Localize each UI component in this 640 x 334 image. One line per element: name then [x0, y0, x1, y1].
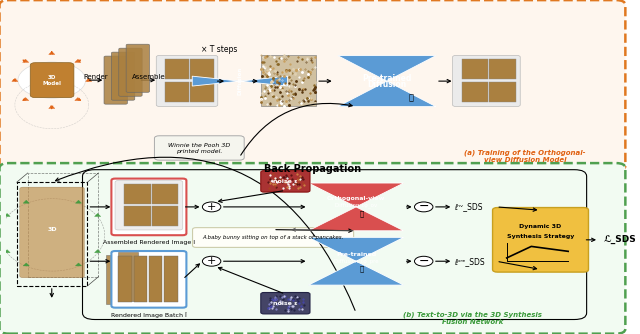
FancyBboxPatch shape: [126, 44, 150, 92]
Circle shape: [415, 256, 433, 266]
Text: Diffusion εφ_ov: Diffusion εφ_ov: [335, 202, 377, 208]
FancyBboxPatch shape: [490, 81, 516, 102]
FancyBboxPatch shape: [106, 255, 126, 304]
Text: 🔒: 🔒: [360, 265, 364, 272]
Text: × T steps: × T steps: [202, 45, 238, 54]
FancyBboxPatch shape: [119, 48, 142, 96]
FancyBboxPatch shape: [260, 293, 310, 314]
Polygon shape: [95, 213, 100, 216]
Polygon shape: [49, 51, 55, 54]
FancyBboxPatch shape: [0, 163, 625, 334]
FancyBboxPatch shape: [152, 184, 179, 204]
Polygon shape: [308, 237, 404, 285]
FancyBboxPatch shape: [118, 252, 138, 301]
Text: ℒ_SDS: ℒ_SDS: [604, 235, 636, 244]
Polygon shape: [76, 263, 81, 266]
Text: Assemble: Assemble: [131, 74, 165, 80]
FancyBboxPatch shape: [149, 256, 163, 302]
Text: A baby bunny sitting on top of a stack of pancakes.: A baby bunny sitting on top of a stack o…: [202, 235, 344, 240]
FancyBboxPatch shape: [152, 206, 179, 226]
FancyBboxPatch shape: [0, 0, 625, 171]
FancyBboxPatch shape: [154, 136, 244, 160]
Text: 🔥: 🔥: [360, 210, 364, 217]
Text: Pre-trained: Pre-trained: [362, 74, 412, 83]
FancyBboxPatch shape: [111, 179, 186, 235]
Text: Dynamic 3D: Dynamic 3D: [520, 224, 562, 229]
FancyBboxPatch shape: [190, 59, 214, 79]
Polygon shape: [95, 250, 100, 253]
FancyBboxPatch shape: [134, 256, 147, 302]
FancyBboxPatch shape: [490, 59, 516, 79]
Text: Diffusion: Diffusion: [237, 67, 243, 95]
FancyBboxPatch shape: [260, 55, 316, 107]
Text: Winnie the Pooh 3D
printed model.: Winnie the Pooh 3D printed model.: [168, 143, 230, 154]
Text: 3D
Model: 3D Model: [42, 75, 61, 86]
Text: −: −: [419, 200, 429, 213]
Circle shape: [202, 202, 221, 212]
FancyBboxPatch shape: [462, 81, 488, 102]
FancyBboxPatch shape: [462, 59, 488, 79]
Text: 🔒: 🔒: [409, 93, 414, 102]
Text: 3D: 3D: [47, 227, 57, 231]
FancyBboxPatch shape: [111, 251, 186, 308]
Text: Render: Render: [84, 74, 108, 80]
Polygon shape: [23, 263, 29, 266]
Text: Synthesis Strategy: Synthesis Strategy: [507, 234, 574, 239]
FancyBboxPatch shape: [156, 55, 218, 107]
Polygon shape: [12, 78, 18, 81]
Polygon shape: [22, 98, 29, 101]
Text: Orthogonal-view: Orthogonal-view: [327, 196, 385, 201]
FancyBboxPatch shape: [493, 207, 588, 272]
Circle shape: [202, 256, 221, 266]
Polygon shape: [338, 55, 436, 107]
FancyBboxPatch shape: [166, 81, 189, 102]
Text: (a) Training of the Orthogonal-
view Diffusion Model: (a) Training of the Orthogonal- view Dif…: [465, 149, 586, 163]
FancyBboxPatch shape: [190, 81, 214, 102]
FancyBboxPatch shape: [166, 59, 189, 79]
FancyBboxPatch shape: [260, 171, 310, 192]
FancyBboxPatch shape: [20, 187, 84, 278]
Text: ℓᵖʳᵉ_SDS: ℓᵖʳᵉ_SDS: [454, 257, 485, 266]
Polygon shape: [23, 200, 29, 203]
Polygon shape: [75, 98, 81, 101]
Text: noise ε: noise ε: [273, 179, 298, 184]
Text: Pre-trained: Pre-trained: [336, 252, 376, 257]
FancyBboxPatch shape: [452, 55, 520, 107]
Polygon shape: [49, 106, 55, 109]
Text: +: +: [207, 256, 216, 266]
Polygon shape: [4, 250, 10, 253]
FancyBboxPatch shape: [30, 63, 74, 98]
Polygon shape: [22, 59, 29, 62]
Polygon shape: [76, 200, 81, 203]
FancyBboxPatch shape: [115, 181, 182, 230]
Polygon shape: [308, 183, 404, 231]
Polygon shape: [4, 213, 10, 216]
Text: Diffusion εφ_pre: Diffusion εφ_pre: [334, 259, 378, 264]
Text: +: +: [207, 202, 216, 212]
Text: Diffusion: Diffusion: [367, 80, 406, 89]
FancyBboxPatch shape: [124, 184, 151, 204]
Text: noise ε: noise ε: [273, 301, 298, 306]
Text: ℓⁿᵛ_SDS: ℓⁿᵛ_SDS: [454, 202, 483, 211]
FancyBboxPatch shape: [118, 256, 132, 302]
Text: Back Propagation: Back Propagation: [264, 164, 362, 174]
FancyBboxPatch shape: [111, 52, 135, 100]
Circle shape: [18, 62, 86, 98]
FancyBboxPatch shape: [104, 56, 127, 104]
Text: −: −: [419, 255, 429, 268]
Text: (b) Text-to-3D via the 3D Synthesis
Fusion Network: (b) Text-to-3D via the 3D Synthesis Fusi…: [403, 311, 542, 325]
FancyBboxPatch shape: [193, 228, 354, 247]
Text: Assembled Rendered Image I: Assembled Rendered Image I: [103, 240, 195, 245]
FancyBboxPatch shape: [164, 256, 178, 302]
FancyBboxPatch shape: [112, 253, 132, 303]
Polygon shape: [86, 78, 92, 81]
Polygon shape: [75, 59, 81, 62]
Circle shape: [415, 202, 433, 212]
Text: Rendered Image Batch Ī: Rendered Image Batch Ī: [111, 312, 187, 318]
FancyBboxPatch shape: [124, 206, 151, 226]
Polygon shape: [192, 76, 287, 86]
